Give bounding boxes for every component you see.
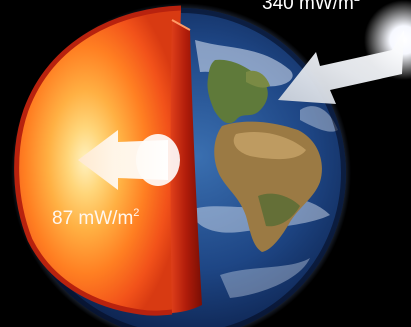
solar-flux-value: 340 mW/m [262, 0, 354, 14]
solar-flux-exponent: 2 [354, 0, 360, 4]
crust-slab [170, 20, 202, 313]
solar-flux-label: 340 mW/m2 [262, 0, 360, 15]
geothermal-flux-value: 87 mW/m [52, 208, 134, 229]
solar-radiation-arrow [278, 30, 404, 104]
geothermal-flux-exponent: 2 [133, 207, 140, 219]
geothermal-flux-label: 87 mW/m2 [52, 207, 139, 230]
geothermal-heat-arrow [78, 130, 180, 190]
